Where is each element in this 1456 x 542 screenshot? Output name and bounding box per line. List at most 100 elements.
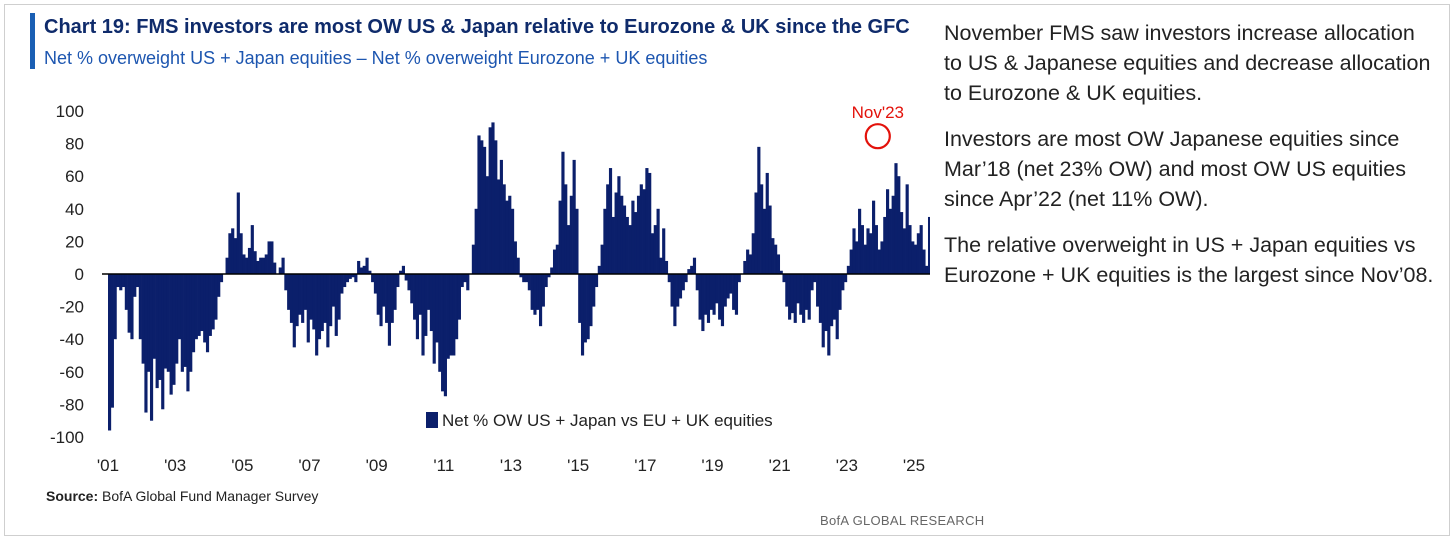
bar: [617, 176, 621, 274]
bar: [446, 274, 450, 359]
bar: [902, 228, 906, 274]
bar: [888, 208, 892, 274]
bar: [488, 127, 492, 274]
bar: [625, 216, 629, 274]
bar: [413, 274, 417, 320]
bar: [709, 274, 713, 310]
bar: [289, 274, 294, 323]
bar: [818, 274, 822, 323]
bar: [368, 270, 372, 274]
bar: [513, 241, 517, 274]
bar: [421, 274, 425, 356]
bar: [407, 274, 411, 291]
bar: [147, 274, 151, 372]
bar: [712, 274, 716, 315]
bar: [872, 200, 876, 274]
bar: [519, 274, 523, 278]
bar: [326, 274, 330, 348]
bar: [393, 274, 397, 310]
bar: [253, 251, 257, 274]
bar: [214, 274, 218, 320]
bar: [782, 274, 786, 283]
bar: [620, 195, 624, 274]
y-tick-label: 80: [65, 135, 84, 154]
bar: [390, 274, 394, 323]
source-text: BofA Global Fund Manager Survey: [102, 488, 319, 504]
bar: [449, 274, 453, 356]
bar: [678, 274, 683, 299]
bar: [155, 274, 159, 389]
bar: [410, 274, 414, 304]
bar: [415, 274, 419, 340]
y-tick-label: -80: [59, 395, 84, 414]
bar: [673, 274, 677, 327]
bar: [569, 195, 573, 274]
bar: [690, 265, 694, 274]
bar: [357, 260, 361, 274]
x-tick-label: '17: [634, 456, 656, 475]
bar: [566, 225, 571, 274]
bar: [340, 274, 344, 294]
bar: [743, 260, 747, 274]
bar: [256, 260, 260, 274]
bar: [183, 274, 187, 367]
bar: [270, 241, 274, 274]
bar: [474, 208, 478, 274]
bar: [614, 192, 618, 274]
bar: [754, 192, 758, 274]
bar: [189, 274, 193, 372]
bar: [401, 265, 405, 274]
x-tick-label: '11: [433, 456, 454, 475]
bar: [312, 274, 316, 330]
bar: [790, 274, 795, 314]
bar: [706, 274, 711, 323]
bar: [541, 274, 545, 307]
bar: [659, 257, 663, 274]
bar: [578, 274, 582, 323]
bar: [844, 274, 848, 283]
bar: [443, 274, 447, 397]
bar: [611, 216, 615, 274]
bar: [667, 274, 671, 283]
bar: [768, 205, 772, 274]
x-tick-label: '03: [164, 456, 186, 475]
bar: [242, 254, 246, 274]
bar: [320, 274, 324, 332]
bar: [860, 225, 864, 274]
bar: [561, 151, 565, 274]
bar: [552, 249, 557, 274]
source-label: Source:: [46, 488, 99, 504]
bar: [583, 274, 587, 343]
bar: [776, 254, 781, 274]
bar: [485, 176, 489, 274]
bar: [748, 254, 753, 274]
bar: [905, 184, 909, 274]
bar: [734, 274, 739, 315]
bar: [729, 274, 733, 294]
bar: [580, 274, 585, 356]
bar: [589, 274, 593, 327]
bar: [264, 254, 268, 274]
bar: [664, 260, 669, 274]
bar: [172, 274, 176, 385]
chart-subtitle: Net % overweight US + Japan equities – N…: [44, 48, 708, 68]
bar: [670, 274, 674, 307]
bar: [762, 208, 767, 274]
bar: [418, 274, 422, 315]
bar: [544, 274, 548, 288]
bar: [329, 274, 333, 327]
bar: [463, 274, 467, 283]
bar: [737, 274, 741, 283]
bar: [460, 274, 464, 288]
bar: [480, 140, 484, 274]
bar: [522, 274, 526, 283]
bar: [387, 274, 392, 346]
bar: [247, 247, 252, 274]
bar: [292, 274, 296, 348]
bar: [527, 274, 531, 291]
bar: [516, 257, 520, 274]
bar: [205, 274, 210, 353]
x-tick-label: '01: [97, 456, 119, 475]
bar: [869, 233, 873, 274]
bar: [152, 274, 156, 359]
